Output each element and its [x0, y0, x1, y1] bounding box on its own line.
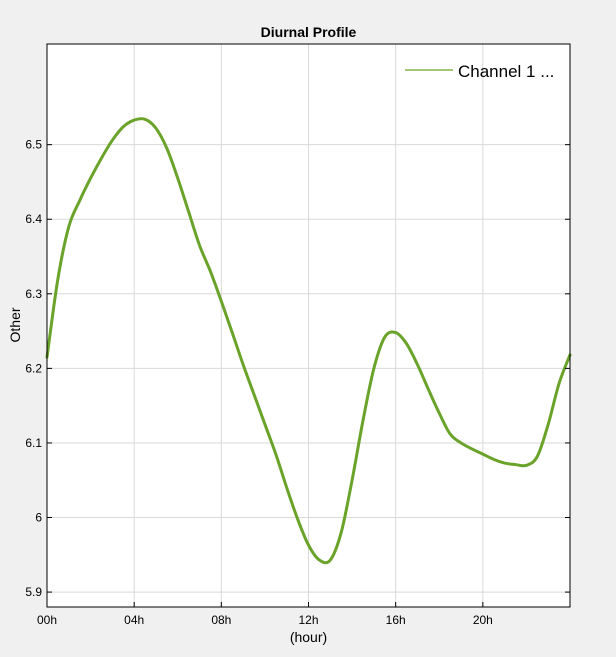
x-tick-label: 16h — [386, 613, 406, 627]
legend-label: Channel 1 ... — [458, 62, 554, 81]
x-tick-label: 20h — [473, 613, 493, 627]
chart-title: Diurnal Profile — [261, 24, 357, 40]
y-tick-label: 6.5 — [25, 138, 42, 152]
y-axis-label: Other — [7, 307, 23, 342]
y-tick-label: 6.4 — [25, 212, 42, 226]
x-tick-label: 04h — [124, 613, 144, 627]
x-tick-label: 12h — [298, 613, 318, 627]
grid — [47, 44, 570, 607]
y-tick-label: 6.1 — [25, 436, 42, 450]
series-layer — [45, 117, 572, 565]
ticks: 00h 04h 08h 12h 16h 20h 5.9 6 6.1 6.2 6.3 6.4 6.5 — [25, 138, 570, 627]
y-tick-label: 6.3 — [25, 287, 42, 301]
x-tick-label: 08h — [211, 613, 231, 627]
x-axis-label: (hour) — [290, 629, 327, 645]
x-tick-label: 00h — [37, 613, 57, 627]
series-line — [45, 117, 572, 565]
y-tick-label: 5.9 — [25, 585, 42, 599]
y-tick-label: 6.2 — [25, 361, 42, 375]
y-tick-label: 6 — [35, 511, 42, 525]
legend[interactable]: Channel 1 ... — [405, 62, 554, 81]
